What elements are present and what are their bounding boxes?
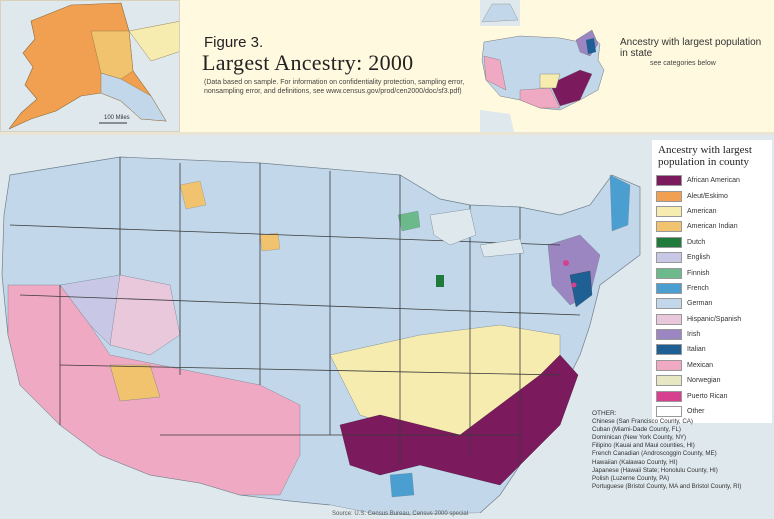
legend-item: Irish xyxy=(656,327,768,342)
us-county-map xyxy=(0,135,774,519)
other-line: Portuguese (Bristol County, MA and Brist… xyxy=(592,482,742,490)
legend-item: Italian xyxy=(656,342,768,357)
alaska-map xyxy=(1,1,179,131)
legend-items: African American Aleut/Eskimo American Amer… xyxy=(656,173,768,419)
gulf-of-mexico xyxy=(300,505,500,519)
legend-swatch xyxy=(656,359,682,371)
legend-label: Hispanic/Spanish xyxy=(687,315,742,323)
legend-label: Italian xyxy=(687,346,706,354)
region-african-american xyxy=(339,354,579,486)
legend-label: Puerto Rican xyxy=(687,392,728,400)
great-lakes xyxy=(429,208,477,246)
map-legend: Ancestry with largest population in coun… xyxy=(652,140,772,424)
other-line: Hawaiian (Kalawao County, HI) xyxy=(592,458,678,466)
legend-label: American Indian xyxy=(687,223,738,231)
legend-label: Irish xyxy=(687,331,701,339)
state-inset-map: Ancestry with largest population in stat… xyxy=(480,0,774,132)
region-french xyxy=(609,174,631,232)
legend-item: American Indian xyxy=(656,219,768,234)
other-line: Chinese (San Francisco County, CA) xyxy=(592,418,693,426)
legend-swatch xyxy=(656,267,682,279)
data-note: (Data based on sample. For information o… xyxy=(204,79,465,95)
other-line: French Canadian (Androscoggin County, ME… xyxy=(592,450,717,458)
other-lines: Chinese (San Francisco County, CA) Cuban … xyxy=(592,418,770,491)
other-line: Cuban (Miami-Dade County, FL) xyxy=(592,426,681,434)
figure-header: Figure 3. Largest Ancestry: 2000 (Data b… xyxy=(180,0,480,132)
legend-swatch xyxy=(656,205,682,217)
other-line: Japanese (Hawaii State; Honolulu County,… xyxy=(592,466,718,474)
other-heading: OTHER: xyxy=(592,410,617,417)
legend-label: African American xyxy=(687,177,740,185)
legend-label: Mexican xyxy=(687,361,714,369)
legend-item: Finnish xyxy=(656,265,768,280)
other-line: Dominican (New York County, NY) xyxy=(592,434,687,442)
region-puerto-rican xyxy=(563,260,569,266)
legend-item: Other xyxy=(656,404,768,419)
legend-label: Aleut/Eskimo xyxy=(687,192,728,200)
legend-swatch xyxy=(656,236,682,248)
legend-swatch xyxy=(656,282,682,294)
legend-label: French xyxy=(687,284,709,292)
other-categories-note: OTHER: Chinese (San Francisco County, CA… xyxy=(592,410,770,491)
inset-map-title: Ancestry with largest population in stat… xyxy=(620,37,762,59)
legend-item: Dutch xyxy=(656,235,768,250)
legend-swatch xyxy=(656,390,682,402)
legend-item: American xyxy=(656,204,768,219)
source-note: Source: U.S. Census Bureau, Census 2000 … xyxy=(332,511,469,517)
legend-item: Aleut/Eskimo xyxy=(656,188,768,203)
figure-label: Figure 3. xyxy=(204,34,264,51)
legend-item: Norwegian xyxy=(656,373,768,388)
other-line: Polish (Luzerne County, PA) xyxy=(592,474,670,482)
region-american-indian xyxy=(109,364,161,402)
legend-item: Mexican xyxy=(656,358,768,373)
region-italian xyxy=(569,270,593,308)
legend-label: Dutch xyxy=(687,238,706,246)
legend-swatch xyxy=(656,190,682,202)
legend-swatch xyxy=(656,175,682,187)
legend-label: German xyxy=(687,300,713,308)
legend-swatch xyxy=(656,344,682,356)
legend-item: Hispanic/Spanish xyxy=(656,312,768,327)
region-english xyxy=(59,274,121,346)
state-boundaries xyxy=(9,157,581,465)
legend-swatch xyxy=(656,252,682,264)
region-finnish xyxy=(397,210,421,232)
region-dutch xyxy=(436,275,444,287)
other-line: Filipino (Kauai and Maui counties, HI) xyxy=(592,442,695,450)
legend-label: Other xyxy=(687,408,705,416)
inset-map-subtitle: see categories below xyxy=(650,60,716,67)
page-title: Largest Ancestry: 2000 xyxy=(202,50,414,75)
legend-item: African American xyxy=(656,173,768,188)
legend-item: English xyxy=(656,250,768,265)
legend-swatch xyxy=(656,375,682,387)
alaska-inset: 100 Miles xyxy=(0,0,180,132)
legend-item: German xyxy=(656,296,768,311)
legend-label: Finnish xyxy=(687,269,710,277)
legend-item: Puerto Rican xyxy=(656,388,768,403)
legend-label: English xyxy=(687,254,710,262)
legend-swatch xyxy=(656,329,682,341)
legend-label: Norwegian xyxy=(687,377,721,385)
legend-item: French xyxy=(656,281,768,296)
legend-label: American xyxy=(687,207,717,215)
legend-swatch xyxy=(656,406,682,418)
legend-title: Ancestry with largest population in coun… xyxy=(658,144,752,168)
legend-swatch xyxy=(656,298,682,310)
county-ancestry-map xyxy=(0,135,774,519)
scale-bar-label: 100 Miles xyxy=(104,115,130,121)
state-inset-svg xyxy=(480,0,774,132)
legend-swatch xyxy=(656,313,682,325)
legend-swatch xyxy=(656,221,682,233)
